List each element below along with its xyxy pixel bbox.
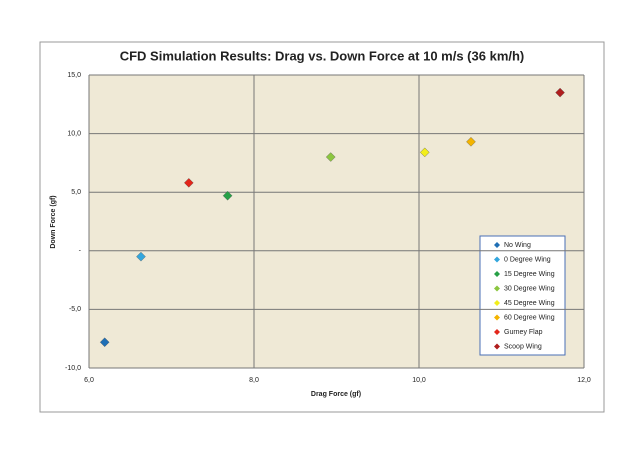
y-tick-label: 10,0 [67,130,81,137]
y-tick-label: -5,0 [69,306,81,313]
x-axis-label: Drag Force (gf) [311,391,361,398]
x-tick-label: 10,0 [412,377,426,384]
legend-label: 15 Degree Wing [504,271,555,278]
legend-label: 45 Degree Wing [504,300,555,307]
legend-marker [494,271,500,277]
legend-marker [494,314,500,321]
point [466,137,476,147]
point [419,147,430,158]
legend-label: 60 Degree Wing [504,314,555,321]
legend-marker [494,256,500,263]
legend-marker [494,343,500,350]
legend-marker [494,242,500,248]
point [99,337,110,347]
y-tick-label: 15,0 [67,72,81,79]
legend [479,235,566,356]
point [222,190,233,201]
legend-label: Scoop Wing [504,343,542,350]
point [136,251,146,262]
legend-label: No Wing [504,242,531,249]
point [555,87,565,98]
y-tick-label: - [79,248,82,255]
y-axis-label: Down Force (gf) [50,195,57,248]
legend-marker [494,329,500,335]
legend-marker [494,300,500,306]
point [325,152,336,162]
legend-label: Gurney Flap [504,329,543,336]
legend-marker [494,285,500,292]
x-tick-label: 8,0 [249,377,259,384]
x-tick-label: 6,0 [84,377,94,384]
y-tick-label: 5,0 [71,189,81,196]
x-tick-label: 12,0 [577,377,591,384]
legend-label: 0 Degree Wing [504,256,551,263]
y-tick-label: -10,0 [65,365,81,372]
chart-title: CFD Simulation Results: Drag vs. Down Fo… [120,48,525,63]
point [184,178,194,188]
legend-label: 30 Degree Wing [504,285,555,292]
